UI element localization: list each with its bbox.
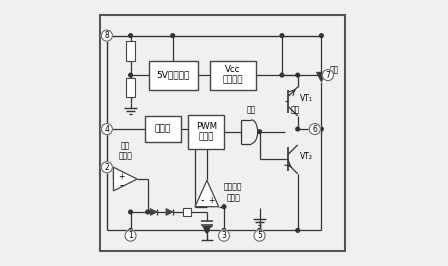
Text: 3: 3 (222, 231, 226, 240)
Circle shape (219, 230, 229, 241)
Text: -: - (201, 195, 204, 205)
Text: 5: 5 (257, 231, 262, 240)
Text: 5V基准电源: 5V基准电源 (157, 70, 190, 80)
Text: +: + (208, 196, 214, 205)
Circle shape (296, 228, 300, 232)
Circle shape (323, 70, 333, 81)
Circle shape (105, 165, 109, 169)
Circle shape (105, 127, 109, 131)
Circle shape (254, 230, 265, 241)
Text: 8: 8 (104, 31, 109, 40)
Text: PWM
锁存器: PWM 锁存器 (196, 122, 217, 142)
Circle shape (309, 123, 320, 135)
Circle shape (296, 73, 300, 77)
Text: +: + (118, 172, 125, 181)
Circle shape (129, 210, 133, 214)
Text: VT₁: VT₁ (300, 94, 313, 103)
Text: 电流检测
比较器: 电流检测 比较器 (224, 182, 242, 202)
Circle shape (171, 34, 175, 38)
Polygon shape (150, 209, 157, 215)
Polygon shape (166, 209, 172, 215)
Circle shape (222, 228, 226, 232)
Text: 输出: 输出 (291, 105, 300, 114)
Text: Vcc
欠压限制: Vcc 欠压限制 (222, 65, 243, 85)
Circle shape (125, 230, 136, 241)
Text: 4: 4 (104, 124, 109, 134)
Text: 1: 1 (128, 231, 133, 240)
Circle shape (280, 34, 284, 38)
Text: 振滤器: 振滤器 (155, 124, 171, 134)
FancyBboxPatch shape (145, 116, 181, 142)
Text: VT₂: VT₂ (300, 152, 313, 161)
FancyBboxPatch shape (183, 208, 191, 216)
Circle shape (319, 73, 323, 77)
Circle shape (129, 228, 133, 232)
Polygon shape (113, 167, 137, 191)
Circle shape (280, 73, 284, 77)
Circle shape (319, 127, 323, 131)
Text: 电源: 电源 (329, 65, 339, 74)
FancyBboxPatch shape (189, 115, 224, 149)
Circle shape (205, 228, 209, 232)
Text: 2: 2 (104, 163, 109, 172)
FancyBboxPatch shape (126, 78, 135, 97)
FancyBboxPatch shape (100, 15, 345, 251)
Circle shape (319, 34, 323, 38)
Text: 驱动: 驱动 (247, 106, 256, 115)
FancyBboxPatch shape (149, 61, 198, 90)
FancyBboxPatch shape (126, 41, 135, 61)
Text: 7: 7 (326, 70, 331, 80)
Polygon shape (203, 226, 211, 234)
Circle shape (258, 228, 261, 232)
Circle shape (101, 123, 112, 135)
Circle shape (129, 73, 133, 77)
Polygon shape (195, 180, 219, 207)
Circle shape (129, 34, 133, 38)
Text: 6: 6 (312, 124, 317, 134)
Circle shape (296, 127, 300, 131)
Polygon shape (317, 72, 326, 82)
Circle shape (146, 210, 150, 214)
FancyBboxPatch shape (210, 61, 256, 90)
Text: -: - (120, 180, 123, 190)
Circle shape (258, 130, 261, 134)
Circle shape (222, 205, 226, 209)
Circle shape (101, 30, 112, 41)
Circle shape (101, 162, 112, 173)
Text: 误差
放大器: 误差 放大器 (118, 141, 132, 161)
